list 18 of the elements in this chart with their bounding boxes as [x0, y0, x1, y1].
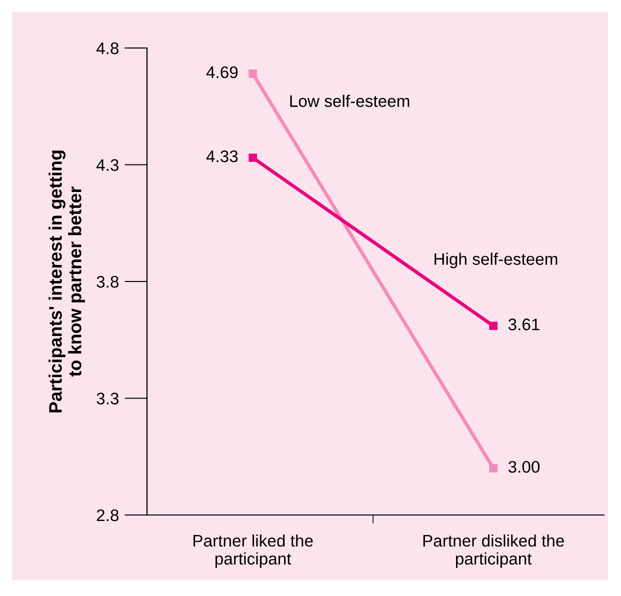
point — [489, 322, 498, 330]
text: 3.00 — [508, 460, 540, 473]
y-tick-label: 4.8 — [96, 42, 118, 54]
series-label: Low self-esteem — [290, 94, 410, 107]
y-axis-title: Participants' interest in getting to know partner better — [48, 150, 85, 412]
text: 4.33 — [206, 150, 238, 162]
y-tick-label: 4.3 — [96, 159, 118, 171]
point — [248, 70, 257, 78]
series-label: High self-esteem — [434, 252, 558, 268]
x-tick-label: Partner disliked the participant — [423, 534, 564, 568]
y-tick-label: 3.3 — [96, 392, 118, 404]
text: 4.69 — [206, 66, 238, 78]
y-tick-label: 3.8 — [96, 276, 118, 288]
text: 3.61 — [508, 318, 540, 330]
x-tick-label: Partner liked the participant — [194, 534, 313, 568]
y-tick-label: 2.8 — [96, 509, 118, 522]
point — [248, 154, 257, 162]
point — [489, 464, 498, 472]
